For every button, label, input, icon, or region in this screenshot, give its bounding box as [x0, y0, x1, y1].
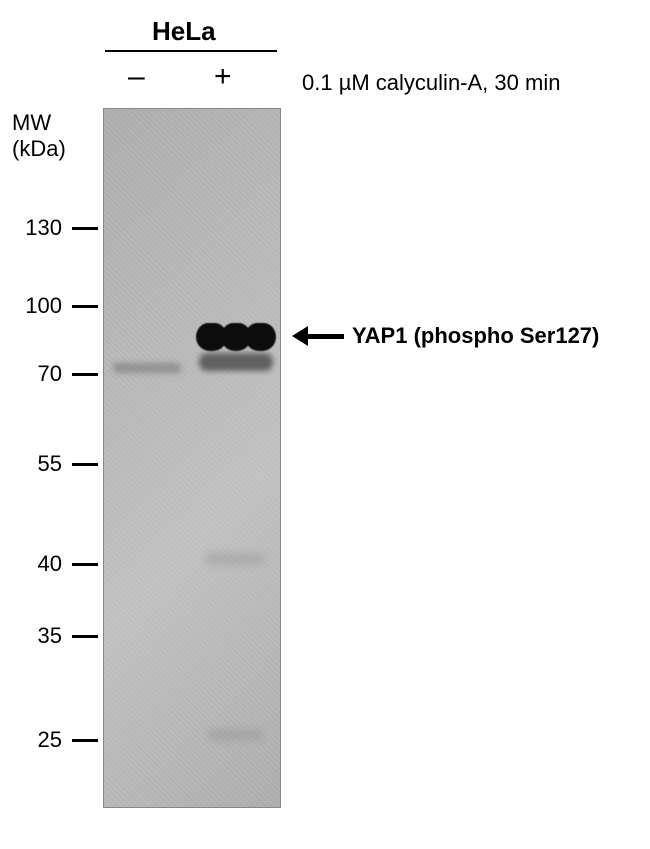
mw-tick-mark — [72, 739, 98, 742]
lane-header-minus: – — [128, 60, 145, 94]
mw-tick-label: 55 — [0, 451, 62, 477]
sample-underline — [105, 50, 277, 52]
mw-tick-label: 35 — [0, 623, 62, 649]
band-main — [199, 323, 273, 351]
mw-tick-label: 40 — [0, 551, 62, 577]
arrow-head-icon — [292, 326, 308, 346]
band-smear — [199, 353, 273, 371]
mw-axis-title: MW(kDa) — [12, 110, 66, 163]
lane-header-plus: + — [214, 60, 232, 94]
arrow-shaft — [308, 334, 344, 339]
mw-tick-mark — [72, 563, 98, 566]
mw-tick-mark — [72, 463, 98, 466]
mw-axis-title-line1: MW — [12, 110, 66, 136]
mw-tick-label: 25 — [0, 727, 62, 753]
mw-tick-mark — [72, 373, 98, 376]
annotation-arrow — [292, 326, 344, 346]
mw-tick-label: 130 — [0, 215, 62, 241]
mw-tick-mark — [72, 305, 98, 308]
blot-membrane — [103, 108, 281, 808]
mw-tick-label: 70 — [0, 361, 62, 387]
sample-label: HeLa — [152, 16, 216, 47]
mw-tick-label: 100 — [0, 293, 62, 319]
band-faint — [205, 553, 265, 565]
treatment-label: 0.1 µM calyculin-A, 30 min — [302, 70, 560, 96]
annotation-label: YAP1 (phospho Ser127) — [352, 323, 599, 349]
mw-tick-mark — [72, 227, 98, 230]
band-faint — [113, 363, 181, 373]
band-lobe — [245, 323, 276, 351]
mw-axis-title-line2: (kDa) — [12, 136, 66, 162]
mw-tick-mark — [72, 635, 98, 638]
blot-grain — [104, 109, 280, 807]
band-faint — [207, 729, 263, 741]
